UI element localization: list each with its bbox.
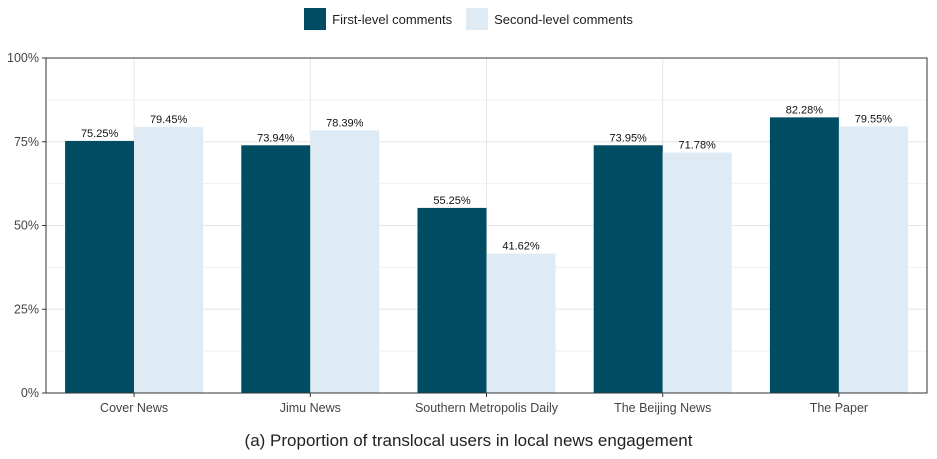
legend-label-first-level: First-level comments [332,11,453,27]
bar-first-level [593,145,663,393]
bar-second-level [310,130,380,393]
data-label-first-level: 73.94% [257,132,295,144]
x-tick-label: Cover News [100,401,168,415]
y-tick-label: 25% [14,302,39,316]
data-label-first-level: 82.28% [786,104,824,116]
data-label-first-level: 73.95% [610,132,648,144]
x-tick-label: Jimu News [280,401,341,415]
data-label-second-level: 41.62% [502,241,540,253]
bar-first-level [769,117,839,393]
bar-first-level [241,145,311,393]
legend-swatch-first-level [304,8,327,30]
legend: First-level comments Second-level commen… [0,6,937,32]
data-label-second-level: 79.55% [855,114,893,126]
y-tick-label: 75% [14,135,39,149]
y-tick-label: 0% [21,386,39,400]
y-tick-label: 50% [14,219,39,233]
x-tick-label: The Paper [810,401,868,415]
bar-second-level [662,152,732,393]
bar-second-level [486,253,556,393]
legend-swatch-second-level [466,8,489,30]
data-label-second-level: 71.78% [679,140,717,152]
bar-second-level [838,126,908,393]
x-tick-label: The Beijing News [614,401,711,415]
legend-item-second-level: Second-level comments [466,8,633,30]
data-label-second-level: 78.39% [326,117,364,129]
legend-label-second-level: Second-level comments [494,11,633,27]
y-tick-label: 100% [7,51,39,65]
plot-border [45,57,928,394]
bar-first-level [417,207,487,393]
bar-first-level [65,140,135,393]
data-label-second-level: 79.45% [150,114,188,126]
x-tick-label: Southern Metropolis Daily [415,401,559,415]
legend-item-first-level: First-level comments [304,8,452,30]
data-label-first-level: 55.25% [433,195,471,207]
bar-second-level [134,126,204,393]
chart-caption: (a) Proportion of translocal users in lo… [244,431,693,450]
data-label-first-level: 75.25% [81,128,119,140]
bar-chart: 75.25% 73.94% 55.25% 73.95% 82.28% 79.45% 78.3… [7,51,928,415]
